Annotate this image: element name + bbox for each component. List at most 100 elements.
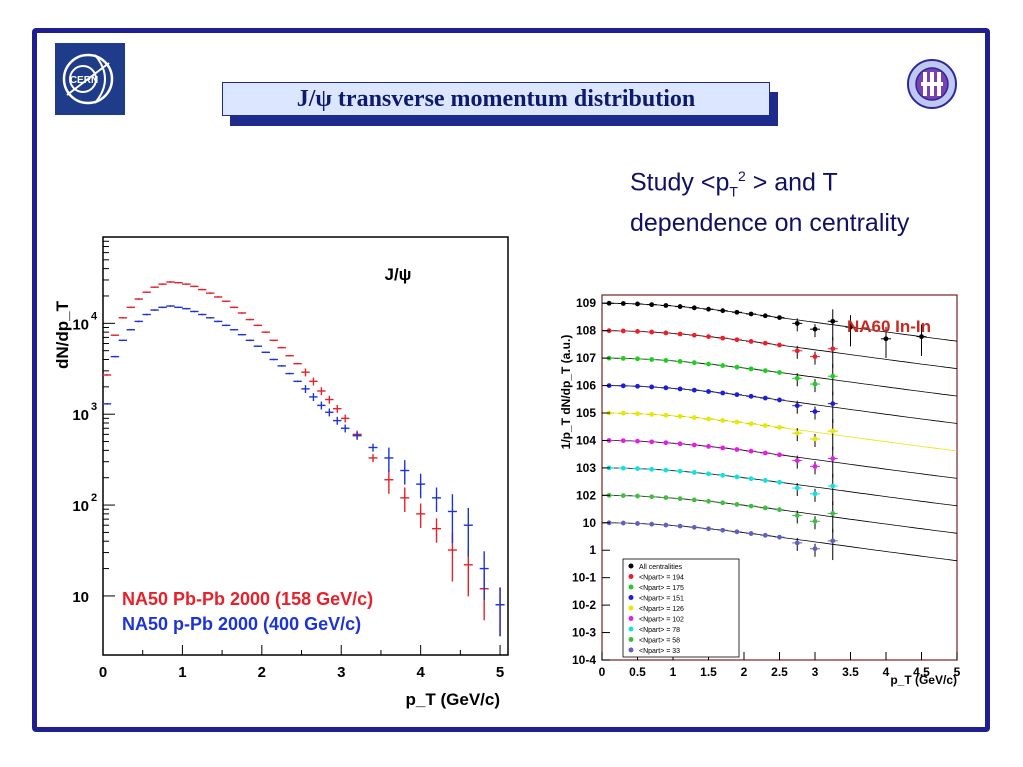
na60-point (774, 370, 785, 375)
na60-point (646, 466, 657, 472)
na60-point (660, 385, 671, 391)
right-y-tick-label: 105 (576, 406, 596, 420)
right-plot-title: NA60 In-In (847, 317, 931, 336)
pbpb-point (229, 306, 239, 309)
na60-point (632, 521, 643, 526)
right-y-tick-label: 10-3 (572, 626, 596, 640)
right-y-tick-label: 1 (589, 543, 596, 557)
pbpb-point (293, 362, 302, 365)
right-x-tick-label: 3 (812, 665, 819, 679)
ppb-point (150, 309, 159, 311)
na60-point (632, 466, 643, 472)
ppb-point (269, 358, 278, 361)
pbpb-point (118, 317, 128, 319)
na60-point (774, 397, 785, 403)
na60-point (845, 315, 856, 347)
ppb-point (182, 307, 191, 310)
left-y-tick-label: 10 (72, 498, 89, 515)
ppb-point (253, 345, 263, 348)
pbpb-point (126, 306, 135, 309)
na60-point (660, 467, 671, 473)
ppb-point (221, 324, 231, 327)
right-x-tick-label: 2 (741, 665, 748, 679)
na60-point (792, 400, 803, 414)
pbpb-point (221, 300, 231, 303)
na60-point (810, 406, 820, 420)
ppb-point (463, 507, 473, 557)
legend-marker (628, 626, 634, 632)
right-x-tick-label: 4 (883, 665, 890, 679)
left-x-tick-label: 4 (416, 664, 425, 681)
ppb-point (213, 320, 223, 323)
na60-point (632, 411, 643, 417)
na60-point (827, 473, 838, 506)
na60-point (703, 389, 714, 394)
na60-point (827, 501, 838, 533)
right-legend-entry: <Npart> = 58 (639, 638, 680, 645)
na60-point (717, 527, 728, 533)
na60-point (810, 351, 820, 365)
na60-point (703, 416, 714, 422)
right-x-tick-label: 4.5 (913, 665, 930, 679)
na60-point (717, 363, 728, 368)
na60-point (703, 306, 714, 312)
study-text-post: > and T dependence on centrality (630, 168, 910, 238)
na60-point (760, 532, 771, 538)
na60-point (746, 311, 757, 317)
pbpb-point (174, 281, 183, 284)
na60-point (632, 356, 643, 362)
na60-point (827, 446, 838, 478)
slide-title: J/ψ transverse momentum distribution (222, 82, 770, 116)
na60-point (774, 452, 785, 458)
ppb-point (118, 339, 128, 342)
right-x-tick-label: 3.5 (842, 665, 859, 679)
na60-point (646, 494, 657, 500)
na60-point (632, 328, 643, 334)
pbpb-point (253, 324, 263, 327)
ppb-point (293, 380, 302, 383)
na60-point (760, 450, 771, 456)
right-y-tick-label: 102 (576, 488, 596, 502)
na60-point (774, 507, 785, 513)
right-x-tick-label: 2.5 (771, 665, 788, 679)
na60-point (717, 390, 728, 396)
na60-point (660, 357, 671, 363)
study-text: Study <pT2 > and T dependence on central… (630, 160, 970, 239)
na60-point (827, 391, 838, 423)
na60-point (717, 445, 728, 451)
right-y-tick-label: 10-4 (572, 653, 596, 667)
ppb-point (341, 424, 350, 433)
na60-point (760, 423, 771, 428)
ppb-point (325, 408, 334, 417)
na60-point (731, 392, 742, 398)
legend-marker (628, 595, 634, 600)
pbpb-point (416, 503, 426, 528)
study-text-pre: Study <p (630, 168, 730, 197)
left-y-tick-label: 10 (72, 316, 89, 333)
pbpb-point (166, 281, 175, 283)
na60-point (810, 516, 820, 530)
na60-point (660, 412, 671, 418)
right-y-tick-label: 104 (576, 433, 596, 447)
na60-point (810, 543, 820, 557)
pbpb-point (134, 298, 143, 300)
ppb-point (198, 313, 207, 316)
right-legend-entry: All centralities (639, 564, 683, 571)
na60-point (675, 523, 686, 529)
pbpb-point (198, 288, 207, 291)
right-y-tick-label: 109 (576, 296, 596, 310)
na60-point (689, 332, 700, 338)
na60-point (827, 364, 838, 396)
legend-marker (628, 605, 634, 611)
ppb-point (190, 310, 199, 313)
left-y-tick-exponent: 4 (91, 310, 98, 322)
ppb-point (174, 306, 183, 309)
na60-point (646, 521, 657, 527)
na60-point (689, 360, 700, 366)
legend-marker (628, 616, 634, 621)
right-legend-entry: <Npart> = 175 (639, 585, 684, 592)
na60-point (660, 522, 671, 528)
na60-point (675, 441, 686, 447)
right-legend-entry: <Npart> = 33 (639, 648, 680, 655)
na60-point (717, 308, 728, 314)
